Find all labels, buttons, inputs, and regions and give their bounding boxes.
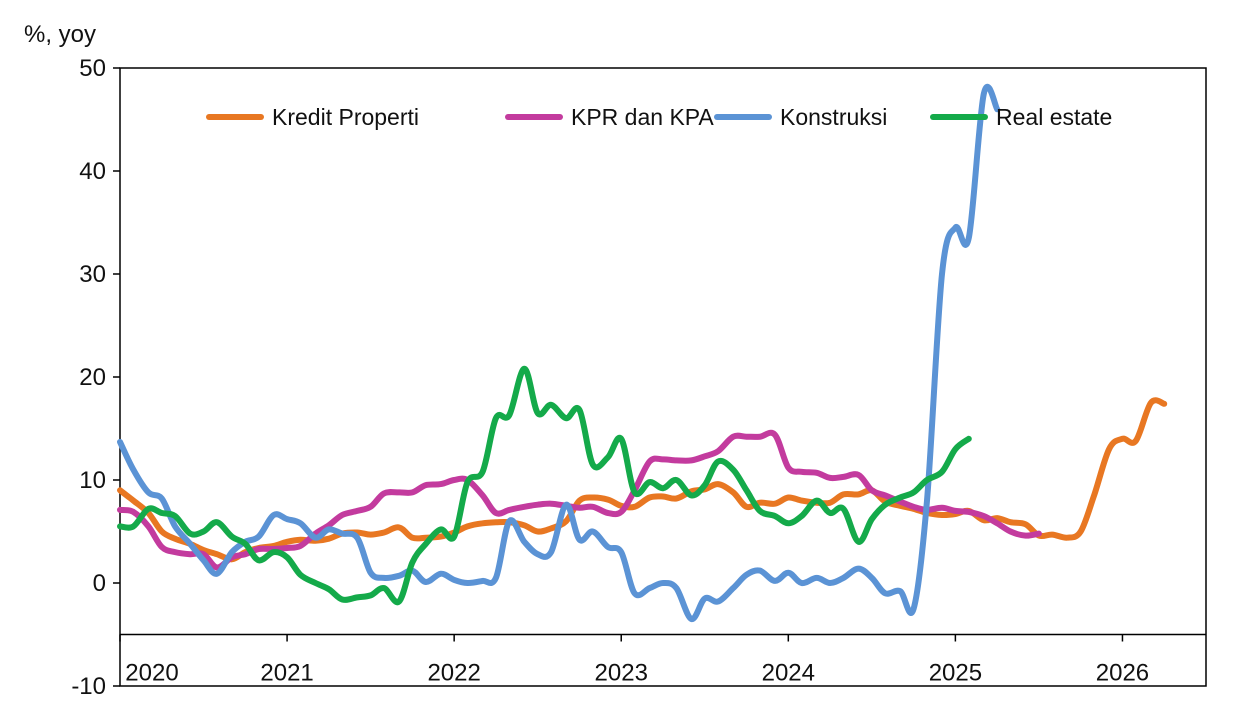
- y-tick-label: 20: [79, 364, 106, 391]
- series-line-2: [117, 83, 1001, 622]
- y-axis-label: %, yoy: [24, 21, 96, 48]
- x-tick-label: 2023: [595, 660, 648, 687]
- series-layer: [117, 83, 1168, 622]
- y-tick-label: 50: [79, 55, 106, 82]
- x-tick-label: 2022: [427, 660, 480, 687]
- plot-frame: [119, 67, 1207, 687]
- series-line-3: [117, 365, 972, 606]
- y-tick-label: 0: [93, 570, 106, 597]
- legend-label-0: Kredit Properti: [272, 104, 419, 130]
- legend-label-2: Konstruksi: [780, 104, 887, 130]
- x-tick-label: 2020: [125, 660, 178, 687]
- x-tick-label: 2024: [762, 660, 815, 687]
- x-axis-ticks: 2020 2021 2022 2023 2024 2025 2026: [119, 634, 1149, 687]
- y-axis-ticks: -10 0 10 20 30 40 50: [71, 55, 120, 700]
- legend-label-3: Real estate: [996, 104, 1112, 130]
- legend: Kredit Properti KPR dan KPA Konstruksi Real…: [206, 104, 1112, 130]
- series-line-1: [117, 429, 1042, 571]
- x-tick-label: 2026: [1096, 660, 1149, 687]
- legend-label-1: KPR dan KPA: [571, 104, 714, 130]
- x-tick-label: 2021: [260, 660, 313, 687]
- x-tick-label: 2025: [929, 660, 982, 687]
- y-tick-label: -10: [71, 673, 106, 700]
- y-tick-label: 10: [79, 467, 106, 494]
- y-tick-label: 40: [79, 158, 106, 185]
- y-tick-label: 30: [79, 261, 106, 288]
